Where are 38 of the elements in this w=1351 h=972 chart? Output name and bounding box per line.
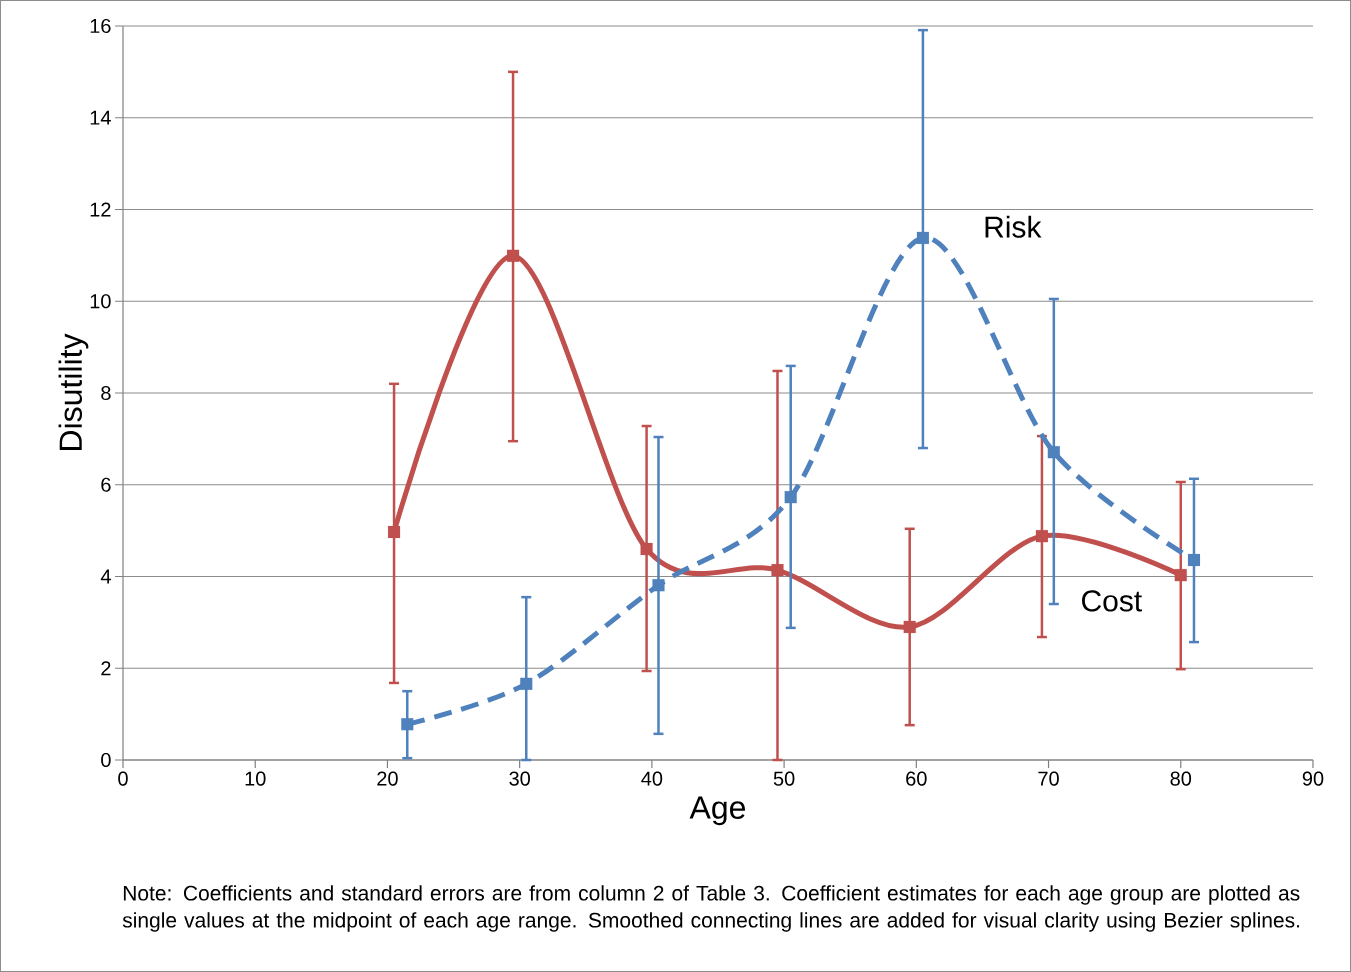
- point: [784, 491, 797, 504]
- point: [903, 620, 916, 634]
- point: [387, 525, 401, 539]
- point: [506, 249, 520, 262]
- x-tick-label: 20: [377, 771, 398, 786]
- point: [652, 579, 665, 592]
- y-axis-title: Disutility: [58, 333, 89, 450]
- x-tick-label: 60: [906, 771, 927, 786]
- y-tick-label: 0: [101, 752, 111, 768]
- x-tick-label: 90: [1302, 771, 1324, 786]
- point: [640, 542, 653, 556]
- x-tick-label: 50: [773, 771, 795, 786]
- y-tick-label: 4: [100, 569, 111, 584]
- point: [520, 677, 533, 690]
- x-tick-label: 0: [118, 771, 128, 786]
- point: [1187, 553, 1201, 567]
- point: [1047, 446, 1060, 459]
- point: [1174, 569, 1187, 582]
- point: [916, 231, 929, 244]
- y-tick-label: 2: [101, 661, 111, 676]
- y-tick-label: 8: [101, 385, 111, 401]
- x-tick-label: 40: [641, 771, 663, 786]
- point: [771, 564, 784, 577]
- y-tick-label: 14: [90, 110, 111, 125]
- x-tick-label: 30: [509, 771, 530, 786]
- x-tick-label: 70: [1038, 771, 1059, 786]
- point: [1035, 530, 1048, 543]
- y-tick-label: 16: [90, 18, 111, 34]
- x-tick-label: 80: [1170, 771, 1192, 786]
- series-label: Risk: [985, 215, 1042, 238]
- y-tick-label: 12: [90, 202, 111, 217]
- y-tick-label: 10: [90, 294, 111, 309]
- text: Note: Coefficients and standard errors are from column 2 of Table 3. Coefficient estimates for each age group are plotted as single values at the midpoint of each age range. Smoothed connecting lines are added for visual clarity using Bezier splines.: [122, 885, 1300, 932]
- point: [401, 718, 414, 731]
- x-tick-label: 10: [245, 771, 266, 786]
- x-axis-title: Age: [689, 796, 746, 826]
- y-tick-label: 6: [101, 477, 111, 492]
- series-label: Cost: [1082, 590, 1142, 612]
